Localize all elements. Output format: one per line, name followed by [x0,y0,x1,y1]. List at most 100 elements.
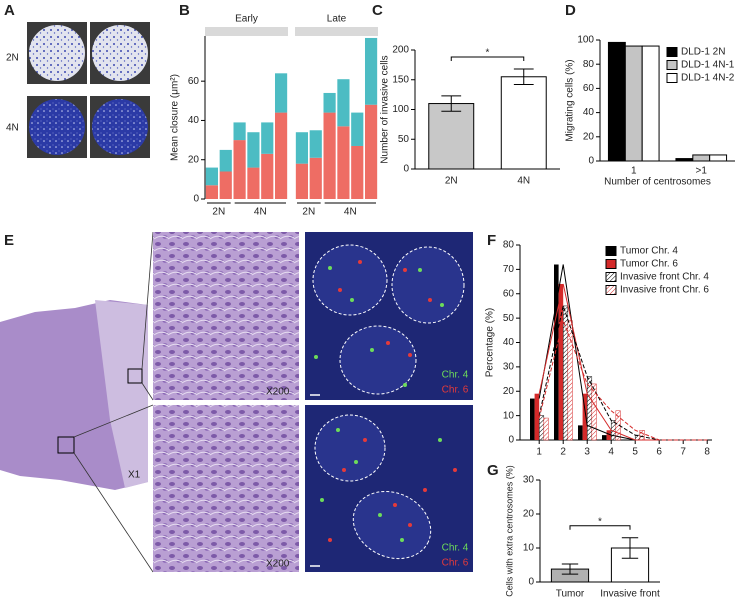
y-tick-label: 40 [188,115,200,126]
y-tick-label: 0 [193,194,199,205]
probe-label: Chr. 4 [442,370,469,381]
bar [606,430,612,440]
bar [624,45,643,162]
y-tick-label: 20 [188,154,200,165]
y-tick-label: 40 [583,107,595,118]
y-tick-label: 20 [503,386,515,397]
bar-segment [219,149,232,172]
bar-segment [261,122,274,154]
bar [602,435,607,440]
probe-label: Chr. 6 [442,558,469,569]
y-tick-label: 20 [583,131,595,142]
legend-label: Invasive front Chr. 4 [620,272,709,283]
bar-segment [274,73,288,113]
y-tick-label: 10 [523,543,535,554]
fish-signals [320,428,442,542]
legend-label: Invasive front Chr. 6 [620,285,709,296]
x-tick-label: 5 [632,447,638,458]
x-tick-label: 7 [680,447,686,458]
legend-swatch [666,60,678,70]
histology [153,232,299,400]
bar [562,305,569,441]
bar [675,158,694,162]
y-tick-label: 80 [583,59,595,70]
y-tick-label: 60 [583,83,595,94]
significance-label: * [598,516,602,527]
y-tick-label: 0 [588,156,594,167]
legend-label: DLD-1 4N-1 [681,60,735,71]
y-tick-label: 150 [392,74,409,85]
y-tick-label: 50 [503,313,515,324]
panel-label: E [4,232,14,249]
panel-a: 2N 4N [6,22,150,158]
series-line [538,304,708,441]
y-tick-label: 200 [392,45,409,56]
panel-label: D [565,2,576,19]
bar [543,417,549,441]
panel-label: A [4,2,15,19]
x-tick-label: Tumor [556,589,585,600]
dish [92,99,148,155]
bar [538,415,545,441]
bar-segment [219,171,232,199]
magnification: X200 [266,559,290,570]
y-tick-label: 100 [577,35,594,46]
panel-label: G [487,462,499,479]
panel-label: F [487,232,496,249]
y-axis-label: Cells with extra centrosomes (%) [504,465,514,597]
bar [558,284,564,440]
y-tick-label: 30 [523,475,535,486]
error-bar [561,563,579,575]
y-tick-label: 60 [188,76,200,87]
y-tick-label: 0 [403,164,409,175]
zoom-box [127,368,143,384]
histology [153,405,299,572]
y-tick-label: 20 [523,509,535,520]
bar [591,383,597,441]
bar-segment [351,112,364,146]
y-tick-label: 100 [392,104,409,115]
bar-segment [295,163,309,199]
bar [607,41,626,162]
group-label: 2N [302,207,315,218]
significance-bracket [569,525,631,530]
y-tick-label: 60 [503,288,515,299]
bar-segment [309,157,322,199]
zoom-box [57,436,75,454]
x-tick-label: 8 [704,447,710,458]
legend-label: Tumor Chr. 4 [620,246,678,257]
dish [92,25,148,81]
error-bar [621,537,639,559]
x-tick-label: Invasive front [600,589,660,600]
nucleus [314,414,386,482]
bar-segment [233,140,246,199]
bar [534,393,540,440]
x-tick-label: 1 [631,166,637,177]
x-tick-label: 4 [608,447,614,458]
legend-swatch [666,73,678,83]
bar [567,320,573,441]
bar-segment [247,167,260,199]
bar-segment [309,130,322,158]
legend-swatch [666,47,678,57]
legend-swatch [605,246,617,256]
significance-label: * [486,48,490,59]
facet-strip [205,27,288,36]
nucleus [391,246,465,324]
probe-label: Chr. 4 [442,543,469,554]
x-tick-label: 1 [536,447,542,458]
panel-label: B [179,2,190,19]
bar-segment [205,185,219,199]
nucleus [312,244,388,316]
bar [582,393,588,440]
bar [530,398,535,440]
y-tick-label: 40 [503,337,515,348]
dish [29,99,85,155]
bar-segment [364,104,378,199]
x-tick-label: 6 [656,447,662,458]
legend-swatch [605,272,617,282]
panel-e: X1 X200 X200 Chr. 4 Chr. 6 Chr. 4 Chr. 6 [0,231,473,573]
row-label: 4N [6,123,19,134]
bar-segment [261,153,274,199]
group-label: 4N [254,207,267,218]
